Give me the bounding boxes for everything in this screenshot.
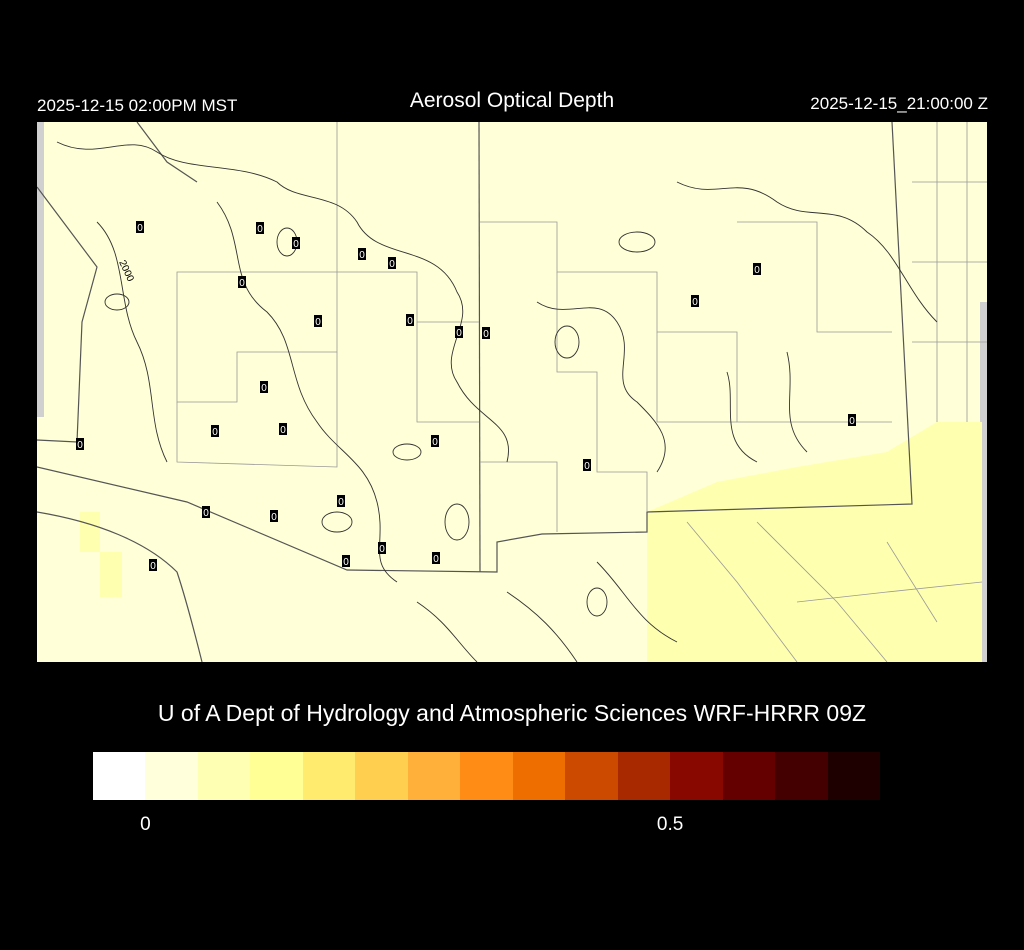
colorbar-tick-label: 0.5 [656, 814, 684, 835]
station-marker-box [292, 237, 300, 249]
station-value: 0 [150, 561, 156, 572]
station-marker-box [149, 559, 157, 571]
colorbar-swatch [460, 752, 513, 800]
station-value: 0 [261, 383, 267, 394]
colorbar-swatch [93, 752, 146, 800]
map-title: Aerosol Optical Depth [409, 89, 615, 112]
station-marker-box [753, 263, 761, 275]
model-credit: U of A Dept of Hydrology and Atmospheric… [157, 700, 867, 726]
station-value: 0 [433, 554, 439, 565]
valid-time-local: 2025-12-15 02:00PM MST [37, 96, 238, 115]
station-value: 0 [293, 239, 299, 250]
station-marker-box [388, 257, 396, 269]
map-right-edge [980, 302, 987, 662]
elevated-aod-patch [80, 512, 100, 552]
colorbar-swatch [722, 752, 776, 800]
station-value: 0 [239, 278, 245, 289]
colorbar-swatch [407, 752, 461, 800]
station-marker-box [482, 327, 490, 339]
station-marker-box [432, 552, 440, 564]
colorbar-swatch [145, 752, 198, 800]
station-marker-box [256, 222, 264, 234]
colorbar-swatch [250, 752, 303, 800]
station-value: 0 [77, 440, 83, 451]
station-marker-box [848, 414, 856, 426]
station-marker-box [583, 459, 591, 471]
station-value: 0 [338, 497, 344, 508]
station-value: 0 [271, 512, 277, 523]
terrain-contours [56, 141, 938, 662]
map-left-edge [37, 122, 44, 417]
valid-time-utc: 2025-12-15_21:00:00 Z [810, 94, 988, 113]
station-marker-box [136, 221, 144, 233]
station-value: 0 [692, 297, 698, 308]
elevated-aod-region [647, 422, 982, 662]
station-marker-box [455, 326, 463, 338]
colorbar [93, 752, 881, 800]
station-value: 0 [407, 316, 413, 327]
state-borders [37, 122, 913, 662]
colorbar-tick-label: 0 [140, 814, 151, 835]
station-marker-box [378, 542, 386, 554]
station-markers: 0 0 0 0 0 0 0 0 0 0 0 0 0 0 0 0 0 0 0 0 0 0 0 0 0 0 [76, 221, 856, 572]
station-value: 0 [257, 224, 263, 235]
station-marker-box [342, 555, 350, 567]
station-marker-box [76, 438, 84, 450]
colorbar-swatch [827, 752, 881, 800]
colorbar-swatch [197, 752, 251, 800]
colorbar-swatch [355, 752, 408, 800]
station-value: 0 [212, 427, 218, 438]
station-marker-box [691, 295, 699, 307]
station-value: 0 [203, 508, 209, 519]
county-borders [176, 122, 987, 662]
station-marker-box [314, 315, 322, 327]
colorbar-swatch [512, 752, 566, 800]
station-marker-box [279, 423, 287, 435]
station-marker-box [211, 425, 219, 437]
station-marker-box [270, 510, 278, 522]
station-value: 0 [849, 416, 855, 427]
station-value: 0 [315, 317, 321, 328]
colorbar-swatch [302, 752, 356, 800]
station-value: 0 [343, 557, 349, 568]
station-marker-box [337, 495, 345, 507]
colorbar-swatch [670, 752, 723, 800]
station-value: 0 [483, 329, 489, 340]
station-marker-box [431, 435, 439, 447]
station-value: 0 [280, 425, 286, 436]
elevated-aod-patch [100, 552, 122, 597]
station-value: 0 [137, 223, 143, 234]
station-marker-box [260, 381, 268, 393]
station-marker-box [358, 248, 366, 260]
station-marker-box [406, 314, 414, 326]
station-value: 0 [584, 461, 590, 472]
colorbar-swatch [565, 752, 618, 800]
station-value: 0 [754, 265, 760, 276]
station-value: 0 [432, 437, 438, 448]
station-marker-box [238, 276, 246, 288]
station-value: 0 [359, 250, 365, 261]
station-marker-box [202, 506, 210, 518]
station-value: 0 [389, 259, 395, 270]
station-value: 0 [456, 328, 462, 339]
colorbar-swatch [617, 752, 671, 800]
station-value: 0 [379, 544, 385, 555]
colorbar-swatch [775, 752, 828, 800]
